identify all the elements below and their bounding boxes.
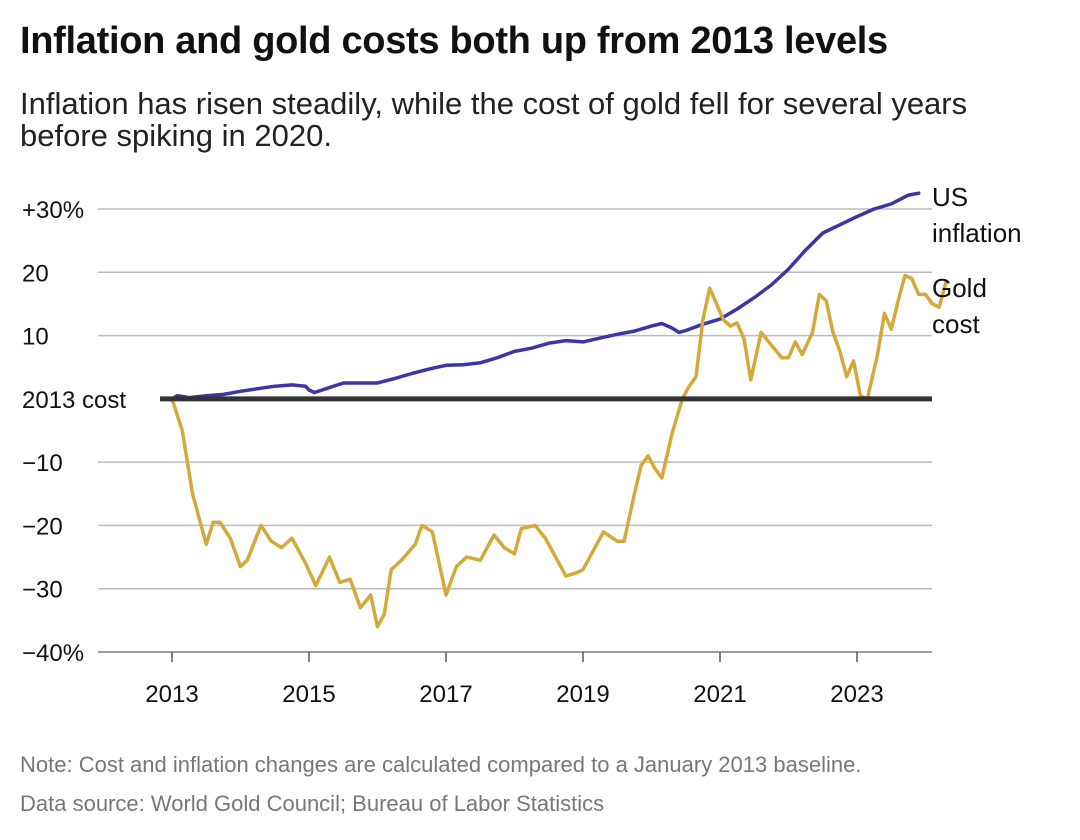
series-label-us-inflation: US (932, 182, 968, 212)
x-tick-label: 2017 (419, 681, 472, 708)
line-chart: +30% 20 10 2013 cost −10 −20 −30 −40% 2013 2015 20… (22, 182, 1022, 708)
chart-subtitle: Inflation has risen steadily, while the … (20, 86, 968, 153)
us-inflation-line (170, 191, 921, 401)
y-tick-label: −40% (22, 640, 84, 667)
chart-note: Note: Cost and inflation changes are cal… (20, 752, 862, 777)
chart-source: Data source: World Gold Council; Bureau … (20, 791, 605, 816)
y-tick-label: 10 (22, 324, 49, 351)
chart-title: Inflation and gold costs both up from 20… (20, 20, 888, 62)
y-tick-label: +30% (22, 197, 84, 224)
axes: +30% 20 10 2013 cost −10 −20 −30 −40% 2013 2015 20… (22, 197, 932, 708)
y-tick-label: 20 (22, 260, 49, 287)
y-tick-label: −20 (22, 513, 63, 540)
x-tick-label: 2021 (693, 681, 746, 708)
x-tick-label: 2015 (282, 681, 335, 708)
series-label-gold-cost: Gold (932, 273, 987, 303)
x-tick-label: 2023 (830, 681, 883, 708)
series-lines (160, 191, 948, 629)
grid-lines (98, 208, 932, 653)
labels: US inflation Gold cost (932, 182, 1022, 339)
x-tick-label: 2019 (556, 681, 609, 708)
gold-cost-line (170, 273, 948, 629)
y-tick-label: −10 (22, 450, 63, 477)
y-tick-label: −30 (22, 577, 63, 604)
baseline-label: 2013 cost (22, 387, 126, 414)
series-label-us-inflation: inflation (932, 218, 1022, 248)
x-tick-label: 2013 (145, 681, 198, 708)
series-label-gold-cost: cost (932, 309, 980, 339)
